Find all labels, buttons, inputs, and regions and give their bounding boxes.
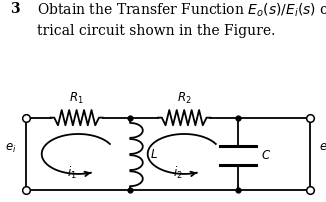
Text: 3: 3	[10, 2, 20, 16]
Text: $i_1$: $i_1$	[67, 165, 77, 181]
Text: $C$: $C$	[261, 149, 271, 162]
Text: $e_i$: $e_i$	[5, 142, 16, 155]
Text: $L$: $L$	[150, 148, 158, 161]
Text: $i_2$: $i_2$	[173, 165, 183, 181]
Text: Obtain the Transfer Function $E_o(s)/E_i(s)$ of the elec-
trical circuit shown i: Obtain the Transfer Function $E_o(s)/E_i…	[37, 2, 326, 38]
Text: $e_o$: $e_o$	[319, 142, 326, 155]
Text: $R_1$: $R_1$	[69, 91, 84, 106]
Text: $R_2$: $R_2$	[177, 91, 191, 106]
